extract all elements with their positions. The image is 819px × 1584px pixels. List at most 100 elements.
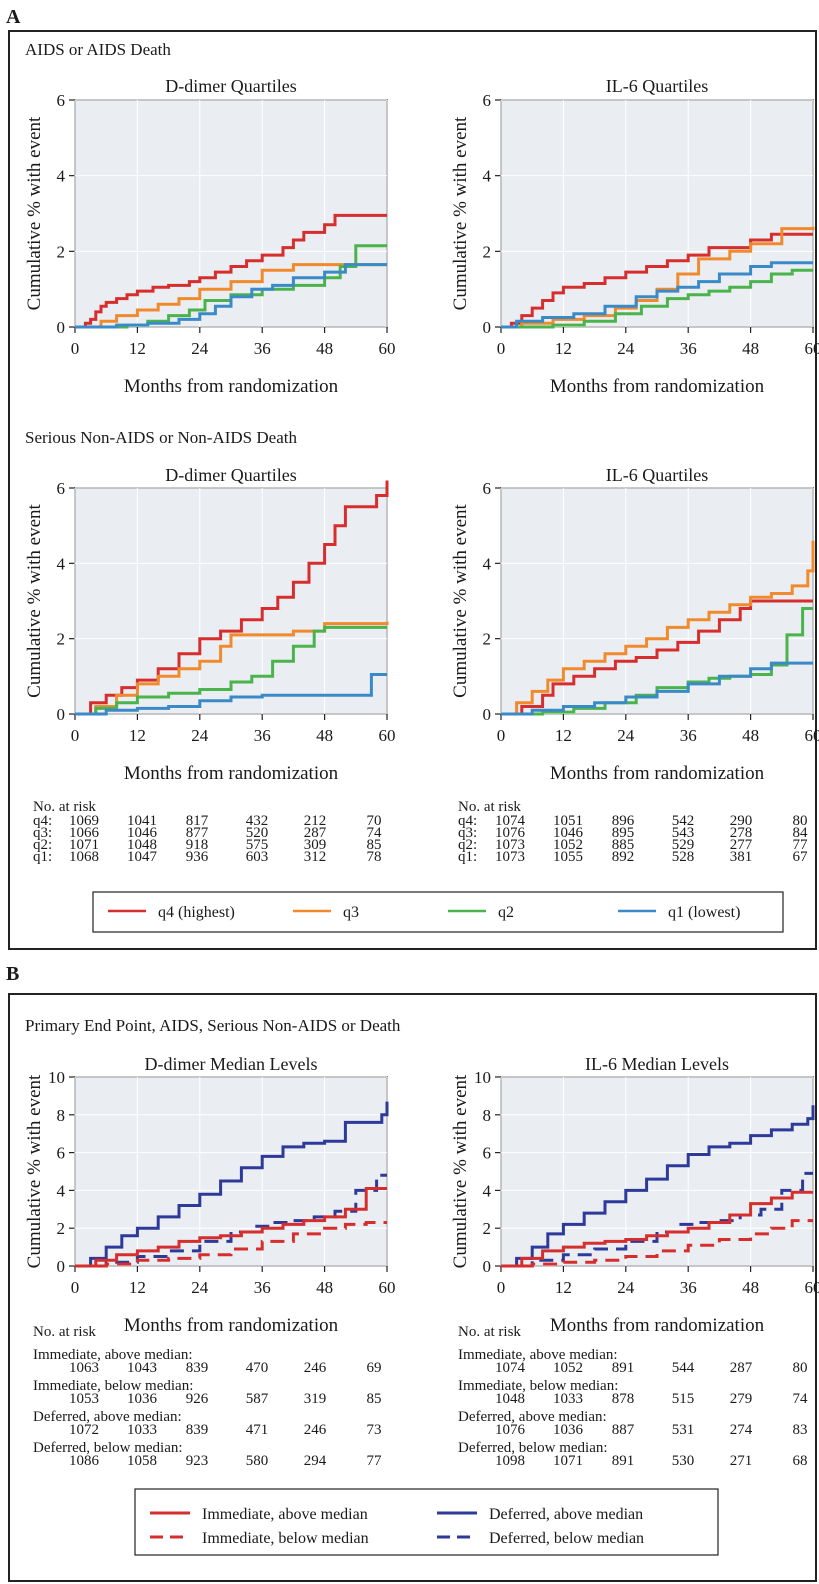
chart-1-ytick-label: 0 (57, 318, 66, 337)
risk-table-3-cell: 1053 (69, 1391, 99, 1407)
risk-table-4-cell: 530 (672, 1453, 695, 1469)
risk-table-2-cell: 892 (612, 849, 635, 865)
risk-table-3-cell: 1058 (127, 1453, 157, 1469)
chart-5-ylabel: Cumulative % with event (24, 1074, 45, 1268)
legend-a-label-2: q3 (343, 904, 359, 921)
legend-a-label-4: q1 (lowest) (668, 904, 740, 921)
chart-1-xtick-label: 36 (254, 339, 271, 358)
chart-5-xtick-label: 36 (254, 1278, 271, 1297)
risk-table-2-cell: 381 (730, 849, 753, 865)
chart-1-xtick-label: 48 (316, 339, 333, 358)
chart-1-xtick-label: 60 (379, 339, 396, 358)
chart-3-plot-area (75, 488, 387, 714)
chart-1-ytick-label: 4 (57, 167, 66, 186)
risk-table-4-cell: 531 (672, 1422, 695, 1438)
chart-4-xtick-label: 36 (680, 726, 697, 745)
chart-3-title: D-dimer Quartiles (165, 465, 296, 485)
risk-table-4-cell: 1076 (495, 1422, 526, 1438)
chart-4-xlabel: Months from randomization (550, 763, 765, 784)
chart-1-plot-area (75, 100, 387, 327)
risk-table-3-header: No. at risk (33, 1324, 96, 1340)
risk-table-4-header: No. at risk (458, 1324, 521, 1340)
risk-table-3-row-label: Immediate, below median: (33, 1378, 193, 1394)
chart-5-ytick-label: 2 (57, 1219, 66, 1238)
chart-6-xtick-label: 12 (555, 1278, 572, 1297)
legend-b-label-3: Deferred, above median (489, 1506, 643, 1523)
chart-6-xtick-label: 60 (805, 1278, 819, 1297)
risk-table-3-cell: 926 (186, 1391, 209, 1407)
chart-2-xtick-label: 24 (617, 339, 635, 358)
chart-6-ytick-label: 4 (483, 1181, 492, 1200)
chart-3-ylabel: Cumulative % with event (24, 503, 45, 697)
chart-6-ytick-label: 6 (483, 1144, 492, 1163)
risk-table-3-cell: 587 (246, 1391, 269, 1407)
risk-table-4-cell: 878 (612, 1391, 635, 1407)
chart-1-ylabel: Cumulative % with event (24, 116, 45, 310)
risk-table-4-cell: 83 (793, 1422, 808, 1438)
chart-2-xtick-label: 36 (680, 339, 697, 358)
chart-6-ytick-label: 0 (483, 1257, 492, 1276)
chart-3-ytick-label: 6 (57, 479, 66, 498)
risk-table-3-cell: 246 (304, 1422, 327, 1438)
chart-2-ylabel: Cumulative % with event (450, 116, 471, 310)
risk-table-4-cell: 1052 (553, 1360, 583, 1376)
chart-1-xlabel: Months from randomization (124, 376, 339, 397)
chart-4-ytick-label: 6 (483, 479, 492, 498)
legend-b-label-4: Deferred, below median (489, 1530, 644, 1547)
chart-2-xtick-label: 60 (805, 339, 819, 358)
risk-table-3-cell: 839 (186, 1422, 209, 1438)
risk-table-1-cell: 1047 (127, 849, 158, 865)
chart-2-xtick-label: 12 (555, 339, 572, 358)
risk-table-4-row-label: Immediate, above median: (458, 1347, 618, 1363)
risk-table-3-cell: 246 (304, 1360, 327, 1376)
chart-5-ytick-label: 6 (57, 1144, 66, 1163)
risk-table-2-cell: 528 (672, 849, 695, 865)
risk-table-3-cell: 471 (246, 1422, 269, 1438)
risk-table-4-cell: 1071 (553, 1453, 583, 1469)
chart-4-ytick-label: 4 (483, 554, 492, 573)
chart-6-xtick-label: 48 (742, 1278, 759, 1297)
risk-table-4-cell: 271 (730, 1453, 753, 1469)
chart-6-xlabel: Months from randomization (550, 1315, 765, 1336)
chart-6-ytick-label: 8 (483, 1106, 492, 1125)
chart-4-xtick-label: 60 (805, 726, 819, 745)
risk-table-4-cell: 68 (793, 1453, 808, 1469)
risk-table-4-cell: 891 (612, 1360, 635, 1376)
risk-table-3-row-label: Immediate, above median: (33, 1347, 193, 1363)
chart-2-title: IL-6 Quartiles (606, 76, 708, 96)
chart-5-ytick-label: 8 (57, 1106, 66, 1125)
risk-table-4-cell: 279 (730, 1391, 753, 1407)
chart-4-xtick-label: 12 (555, 726, 572, 745)
risk-table-1-cell: 603 (246, 849, 269, 865)
chart-5-ytick-label: 4 (57, 1181, 66, 1200)
chart-3-xtick-label: 60 (379, 726, 396, 745)
risk-table-4-cell: 1048 (495, 1391, 525, 1407)
risk-table-4-row-label: Deferred, above median: (458, 1409, 607, 1425)
risk-table-4-cell: 891 (612, 1453, 635, 1469)
chart-4-ylabel: Cumulative % with event (450, 503, 471, 697)
risk-table-1-cell: 1068 (69, 849, 99, 865)
risk-table-4-cell: 887 (612, 1422, 635, 1438)
risk-table-4-row-label: Deferred, below median: (458, 1440, 608, 1456)
risk-table-2-cell: 1073 (495, 849, 525, 865)
risk-table-3-cell: 580 (246, 1453, 269, 1469)
chart-1-ytick-label: 6 (57, 91, 66, 110)
chart-5-xtick-label: 24 (191, 1278, 209, 1297)
chart-3-xlabel: Months from randomization (124, 763, 339, 784)
section-title-primary: Primary End Point, AIDS, Serious Non-AID… (25, 1016, 401, 1035)
chart-5-title: D-dimer Median Levels (145, 1054, 318, 1074)
chart-5-xtick-label: 48 (316, 1278, 333, 1297)
risk-table-3-cell: 1072 (69, 1422, 99, 1438)
risk-table-4-row-label: Immediate, below median: (458, 1378, 618, 1394)
chart-6-title: IL-6 Median Levels (585, 1054, 729, 1074)
chart-4-xtick-label: 0 (497, 726, 506, 745)
chart-2-ytick-label: 2 (483, 242, 492, 261)
risk-table-3-cell: 1063 (69, 1360, 99, 1376)
risk-table-2-cell: 67 (793, 849, 809, 865)
risk-table-1-cell: 312 (304, 849, 327, 865)
chart-2-xtick-label: 48 (742, 339, 759, 358)
chart-5-ytick-label: 10 (48, 1068, 65, 1087)
chart-5-xtick-label: 60 (379, 1278, 396, 1297)
chart-6-ytick-label: 2 (483, 1219, 492, 1238)
